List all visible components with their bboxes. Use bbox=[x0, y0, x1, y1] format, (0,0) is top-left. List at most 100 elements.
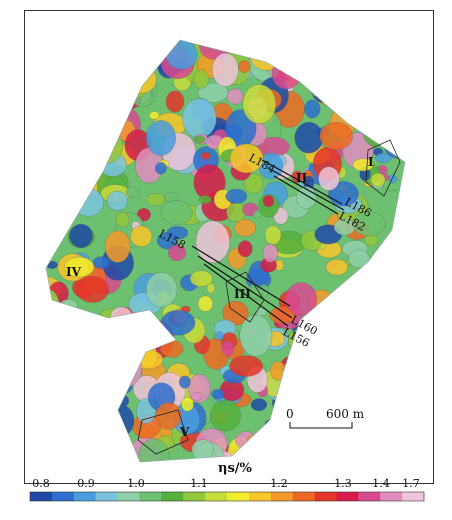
zone-outline-v bbox=[137, 409, 189, 455]
heat-blob bbox=[376, 65, 399, 89]
heat-blob bbox=[362, 386, 382, 401]
heat-blob bbox=[92, 256, 110, 269]
colorbar-outline bbox=[29, 491, 425, 502]
line-group-upper bbox=[261, 159, 345, 215]
heat-blob bbox=[364, 64, 377, 80]
heat-blob bbox=[98, 323, 129, 346]
heat-blob bbox=[155, 162, 167, 175]
heat-blob bbox=[131, 349, 164, 370]
heat-blob bbox=[75, 406, 95, 426]
heat-blob bbox=[397, 66, 405, 78]
survey-line-l160 bbox=[197, 255, 293, 319]
heat-blob bbox=[46, 337, 59, 362]
heat-blob bbox=[326, 324, 337, 333]
heat-blob bbox=[57, 139, 79, 166]
heat-blob bbox=[68, 155, 97, 180]
heat-blob bbox=[54, 77, 84, 109]
heat-blob bbox=[48, 453, 60, 462]
heat-blob bbox=[382, 62, 396, 72]
heat-blob bbox=[375, 254, 398, 277]
survey-line-l158 bbox=[191, 245, 291, 307]
heat-blob bbox=[164, 191, 179, 202]
zone-outline-i bbox=[365, 139, 401, 197]
heat-blob bbox=[155, 402, 182, 430]
heat-blob bbox=[46, 166, 58, 179]
heat-blob bbox=[46, 439, 64, 462]
heat-blob bbox=[347, 332, 359, 340]
heat-blob bbox=[380, 340, 399, 358]
heat-blob bbox=[191, 439, 214, 460]
heat-blob bbox=[342, 40, 376, 64]
heat-blob bbox=[56, 66, 88, 103]
heat-blob bbox=[319, 368, 343, 384]
heat-blob bbox=[332, 453, 349, 462]
heat-blob bbox=[55, 58, 67, 69]
survey-line-l182 bbox=[273, 175, 339, 215]
heat-blob bbox=[46, 61, 59, 96]
heat-blob bbox=[56, 307, 90, 342]
heat-blob bbox=[76, 40, 105, 63]
heat-blob bbox=[382, 378, 405, 405]
heat-blob bbox=[50, 40, 77, 50]
heat-blob bbox=[388, 409, 405, 422]
heat-blob bbox=[179, 375, 191, 389]
heat-blob bbox=[314, 349, 344, 383]
heat-blob bbox=[215, 331, 224, 341]
heat-blob bbox=[337, 103, 350, 115]
heat-blob bbox=[145, 120, 176, 156]
heat-blob bbox=[59, 147, 86, 165]
heat-blob bbox=[91, 318, 117, 348]
heat-blob bbox=[54, 192, 72, 204]
heat-blob bbox=[99, 40, 109, 51]
colorbar-swatch bbox=[117, 492, 140, 501]
heat-blob bbox=[104, 230, 131, 263]
heat-blob bbox=[160, 309, 196, 336]
heat-blob bbox=[329, 319, 346, 340]
heat-blob bbox=[372, 270, 398, 296]
heat-blob bbox=[92, 40, 126, 67]
heat-blob bbox=[168, 244, 187, 261]
heat-blob bbox=[243, 173, 264, 194]
heat-blob bbox=[296, 40, 311, 52]
heat-blob bbox=[325, 259, 349, 276]
scale-start-label: 0 bbox=[286, 407, 294, 421]
heat-blob bbox=[97, 425, 121, 447]
heat-blob bbox=[312, 75, 332, 93]
heat-blob bbox=[362, 381, 394, 412]
heat-blob bbox=[339, 108, 348, 118]
colorbar-tick-label: 1.7 bbox=[402, 477, 420, 490]
heat-blob bbox=[379, 75, 403, 97]
heat-blob bbox=[298, 386, 319, 407]
survey-line-l184 bbox=[261, 159, 343, 205]
heat-blob bbox=[46, 91, 74, 118]
heat-blob bbox=[59, 428, 93, 462]
heat-blob bbox=[250, 398, 268, 412]
heat-blob bbox=[181, 397, 194, 412]
heat-blob bbox=[72, 188, 104, 217]
heat-blob bbox=[325, 376, 346, 397]
heat-blob bbox=[379, 260, 396, 274]
heat-blob bbox=[52, 58, 76, 85]
colorbar-swatch bbox=[270, 492, 294, 501]
heat-blob bbox=[268, 439, 293, 459]
heat-blob bbox=[77, 384, 106, 408]
heat-blob bbox=[108, 315, 129, 337]
heat-blob bbox=[252, 40, 275, 53]
heat-blob bbox=[303, 55, 313, 64]
heat-blob bbox=[123, 40, 150, 59]
colorbar-tick-label: 0.9 bbox=[77, 477, 95, 490]
heat-blob bbox=[346, 85, 370, 108]
colorbar-tick-label: 1.2 bbox=[270, 477, 288, 490]
heat-blob bbox=[47, 425, 58, 433]
heat-blob bbox=[46, 255, 47, 263]
colorbar-swatch bbox=[161, 492, 184, 501]
heat-blob bbox=[111, 350, 142, 388]
survey-outline bbox=[45, 39, 406, 463]
heat-blob bbox=[165, 40, 198, 70]
heat-blob bbox=[54, 72, 79, 94]
heat-blob bbox=[324, 369, 335, 377]
colorbar bbox=[29, 491, 425, 502]
heat-blob bbox=[319, 122, 353, 150]
heat-blob bbox=[88, 102, 112, 129]
heat-blob bbox=[69, 223, 93, 248]
